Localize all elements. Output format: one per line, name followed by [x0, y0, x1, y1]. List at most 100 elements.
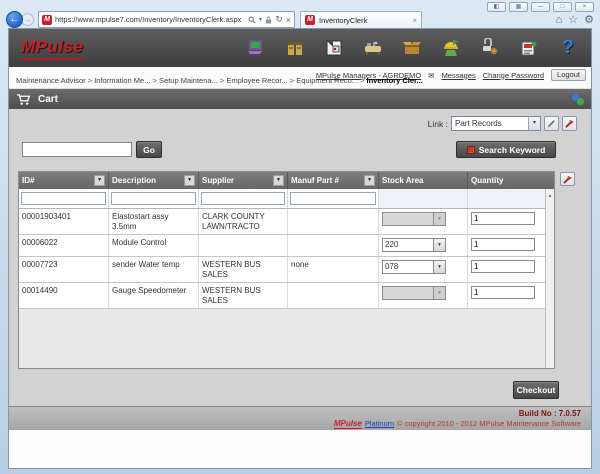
go-button[interactable]: Go — [136, 141, 162, 158]
search-row: Go Search Keyword — [22, 141, 577, 159]
window-extra-button-1[interactable]: ◧ — [487, 2, 506, 12]
checkout-button[interactable]: Checkout — [513, 381, 559, 399]
inventory-box-icon[interactable] — [401, 37, 423, 59]
tab-inventoryclerk[interactable]: M InventoryClerk × — [300, 10, 422, 29]
tab-title: InventoryClerk — [319, 15, 368, 25]
filter-dropdown-icon[interactable]: ▾ — [94, 175, 105, 186]
stop-icon[interactable]: × — [285, 14, 291, 25]
stock-area-value — [383, 287, 433, 299]
refresh-icon[interactable]: ↻ — [275, 14, 283, 24]
pencil-icon — [547, 120, 555, 128]
cell-quantity — [468, 257, 545, 282]
calendar-icon[interactable] — [323, 37, 345, 59]
change-password-link[interactable]: Change Password — [482, 70, 545, 80]
search-keyword-label: Search Keyword — [478, 144, 546, 155]
address-bar[interactable]: M https://www.mpulse7.com/Inventory/Inve… — [38, 11, 295, 28]
stock-area-select[interactable]: 220 ▾ — [382, 238, 446, 252]
breadcrumb-item[interactable]: Employee Recor... — [226, 76, 296, 85]
restore-button[interactable]: □ — [553, 2, 572, 12]
cell-quantity — [468, 283, 545, 308]
search-dropdown-icon[interactable]: ▾ — [259, 17, 263, 23]
cart-title-bar: Cart — [9, 89, 591, 109]
breadcrumb-item[interactable]: Setup Maintena... — [159, 76, 226, 85]
cell-description: Gauge Speedometer — [109, 283, 199, 308]
stock-area-dropdown-icon[interactable]: ▾ — [433, 261, 445, 273]
grid-header-row: ID# ▾ Description ▾ Supplier ▾ Manuf Part #… — [19, 172, 554, 189]
cell-description: Module Control — [109, 235, 199, 256]
settings-gear-icon[interactable]: ⚙ — [584, 14, 594, 26]
link-filter-button[interactable] — [562, 116, 577, 131]
breadcrumb-item[interactable]: Maintenance Advisor — [16, 76, 94, 85]
help-icon[interactable]: ? — [562, 37, 574, 58]
quantity-input[interactable] — [471, 238, 535, 251]
filter-supplier-input[interactable] — [201, 192, 285, 205]
user-profile-link[interactable]: MPulse Managers - AGRDEMO — [315, 70, 422, 80]
filter-manuf-part-input[interactable] — [290, 192, 376, 205]
quantity-input[interactable] — [471, 286, 535, 299]
search-icon[interactable] — [248, 16, 256, 24]
cart-grid: ID# ▾ Description ▾ Supplier ▾ Manuf Part #… — [18, 171, 555, 369]
cell-supplier: WESTERN BUS SALES — [199, 283, 288, 308]
platinum-link[interactable]: Platinum — [364, 419, 395, 428]
cell-manuf-part: none — [288, 257, 379, 282]
stock-area-select[interactable]: 078 ▾ — [382, 260, 446, 274]
quantity-input[interactable] — [471, 260, 535, 273]
minimize-button[interactable]: — — [531, 2, 550, 12]
grid-edit-button[interactable] — [560, 172, 575, 186]
sync-icon[interactable] — [572, 93, 584, 105]
worker-icon[interactable] — [440, 37, 462, 59]
lock-icon — [266, 16, 272, 23]
edit-link-button[interactable] — [544, 116, 559, 131]
computer-icon[interactable] — [245, 37, 267, 59]
equipment-icon[interactable] — [362, 37, 384, 59]
column-header-supplier: Supplier ▾ — [199, 172, 288, 189]
quantity-input[interactable] — [471, 212, 535, 225]
cell-manuf-part — [288, 209, 379, 234]
messages-envelope-icon: ✉ — [428, 70, 435, 80]
app-module-icons: ? — [245, 37, 579, 59]
filter-dropdown-icon[interactable]: ▾ — [184, 175, 195, 186]
cabinet-icon[interactable] — [284, 37, 306, 59]
filter-id-input[interactable] — [21, 192, 106, 205]
close-button[interactable]: × — [575, 2, 594, 12]
search-keyword-button[interactable]: Search Keyword — [456, 141, 556, 158]
page-title: Cart — [38, 93, 59, 105]
link-label: Link : — [427, 118, 448, 129]
cell-supplier — [199, 235, 288, 256]
link-type-select[interactable]: Part Records ▾ — [451, 116, 541, 131]
back-button[interactable]: ← — [6, 11, 23, 28]
filter-dropdown-icon[interactable]: ▾ — [364, 175, 375, 186]
table-row: 00007723 sender Water temp WESTERN BUS SAL… — [19, 257, 554, 283]
breadcrumb-item[interactable]: Information Me... — [94, 76, 159, 85]
grid-scrollbar[interactable]: ▲ — [545, 189, 554, 368]
url-text[interactable]: https://www.mpulse7.com/Inventory/Invent… — [55, 15, 242, 24]
table-row: 00006022 Module Control 220 ▾ — [19, 235, 554, 257]
stock-area-select: ▾ — [382, 286, 446, 300]
tab-close-icon[interactable]: × — [412, 15, 417, 25]
select-dropdown-icon[interactable]: ▾ — [528, 117, 540, 130]
navigation-bar: ← → M https://www.mpulse7.com/Inventory/… — [6, 10, 594, 29]
breadcrumb-item[interactable]: Equipment Reco... — [296, 76, 366, 85]
window-extra-button-2[interactable]: ▦ — [509, 2, 528, 12]
messages-link[interactable]: Messages — [441, 70, 476, 80]
filter-dropdown-icon[interactable]: ▾ — [273, 175, 284, 186]
filter-description-input[interactable] — [111, 192, 196, 205]
copyright-text: © copyright 2010 - 2012 MPulse Maintenan… — [397, 419, 581, 428]
stock-area-dropdown-icon[interactable]: ▾ — [433, 239, 445, 251]
breadcrumb-strip: MPulse Managers - AGRDEMO ✉ Messages Cha… — [9, 67, 591, 89]
cell-id: 00006022 — [19, 235, 109, 256]
build-number: Build No : 7.0.57 — [518, 409, 581, 418]
cart-icon — [16, 93, 31, 105]
search-input[interactable] — [22, 142, 132, 157]
media-icon[interactable] — [518, 37, 540, 59]
cart-panel: Link : Part Records ▾ Go Search Keyword — [9, 109, 591, 406]
parts-icon[interactable] — [479, 37, 501, 59]
home-icon[interactable]: ⌂ — [555, 13, 563, 26]
cell-supplier: CLARK COUNTY LAWN/TRACTO — [199, 209, 288, 234]
logout-button[interactable]: Logout — [551, 69, 586, 81]
red-cube-icon — [466, 145, 475, 154]
filter-quantity-cell — [468, 189, 545, 208]
footer-mpulse-logo: MPulse — [333, 419, 362, 429]
favorites-star-icon[interactable]: ☆ — [568, 14, 579, 26]
